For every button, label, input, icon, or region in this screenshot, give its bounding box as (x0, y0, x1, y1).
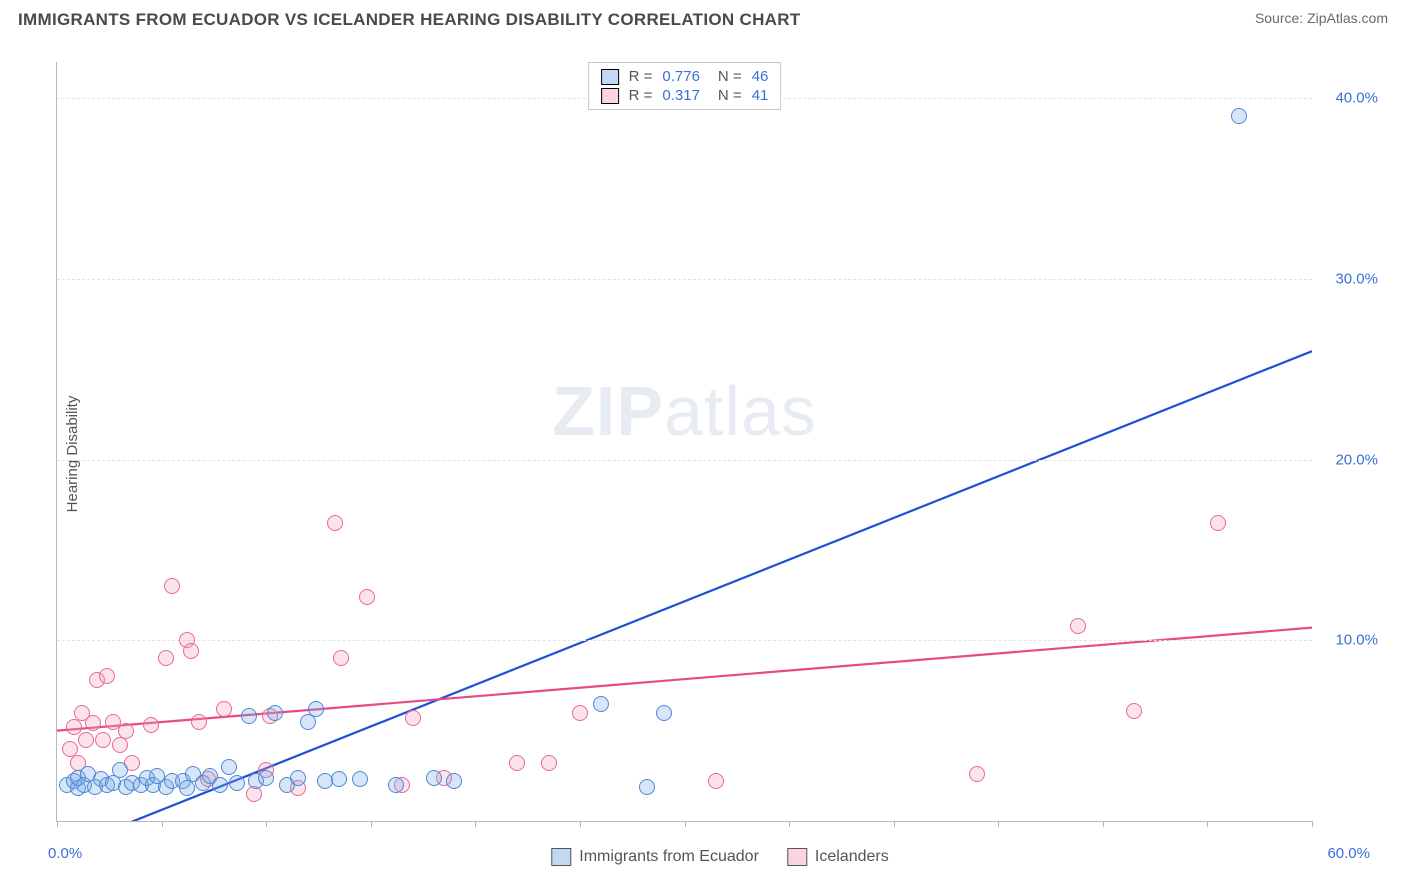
point-iceland (1126, 703, 1142, 719)
x-tick (1312, 821, 1313, 827)
point-iceland (62, 741, 78, 757)
point-ecuador (426, 770, 442, 786)
point-iceland (327, 515, 343, 531)
y-tick-label: 20.0% (1335, 451, 1378, 468)
point-ecuador (639, 779, 655, 795)
point-iceland (66, 719, 82, 735)
point-ecuador (388, 777, 404, 793)
point-iceland (572, 705, 588, 721)
point-iceland (78, 732, 94, 748)
point-ecuador (267, 705, 283, 721)
point-iceland (183, 643, 199, 659)
y-tick-label: 10.0% (1335, 632, 1378, 649)
point-ecuador (112, 762, 128, 778)
point-ecuador (229, 775, 245, 791)
plot-area: ZIPatlas R = 0.776 N = 46 R = 0.317 N = … (56, 62, 1312, 822)
chart-title: IMMIGRANTS FROM ECUADOR VS ICELANDER HEA… (18, 10, 801, 30)
point-iceland (708, 773, 724, 789)
point-ecuador (331, 771, 347, 787)
point-iceland (541, 755, 557, 771)
point-iceland (95, 732, 111, 748)
legend-row-ecuador: R = 0.776 N = 46 (601, 67, 769, 86)
x-tick (57, 821, 58, 827)
point-ecuador (308, 701, 324, 717)
x-tick (580, 821, 581, 827)
r-value-ecuador: 0.776 (662, 68, 700, 85)
y-tick-label: 30.0% (1335, 270, 1378, 287)
point-iceland (143, 717, 159, 733)
x-tick (1207, 821, 1208, 827)
point-iceland (99, 668, 115, 684)
gridline (57, 640, 1312, 641)
point-ecuador (290, 770, 306, 786)
x-tick (162, 821, 163, 827)
point-ecuador (221, 759, 237, 775)
x-tick (1103, 821, 1104, 827)
x-tick-60: 60.0% (1327, 845, 1370, 862)
gridline (57, 279, 1312, 280)
point-iceland (164, 578, 180, 594)
r-value-iceland: 0.317 (662, 87, 700, 104)
point-iceland (216, 701, 232, 717)
series-legend: Immigrants from Ecuador Icelanders (551, 848, 888, 866)
point-ecuador (1231, 108, 1247, 124)
trendlines-svg (57, 62, 1312, 821)
x-tick (998, 821, 999, 827)
point-ecuador (446, 773, 462, 789)
point-ecuador (258, 770, 274, 786)
point-iceland (191, 714, 207, 730)
n-value-ecuador: 46 (752, 68, 769, 85)
point-iceland (85, 715, 101, 731)
x-tick (685, 821, 686, 827)
point-ecuador (593, 696, 609, 712)
watermark: ZIPatlas (552, 371, 817, 451)
point-iceland (333, 650, 349, 666)
n-value-iceland: 41 (752, 87, 769, 104)
point-ecuador (212, 777, 228, 793)
x-tick (789, 821, 790, 827)
x-tick (894, 821, 895, 827)
swatch-pink-icon (601, 88, 619, 104)
correlation-legend: R = 0.776 N = 46 R = 0.317 N = 41 (588, 62, 782, 110)
point-iceland (509, 755, 525, 771)
x-tick (266, 821, 267, 827)
point-ecuador (352, 771, 368, 787)
x-tick (475, 821, 476, 827)
chart-container: Hearing Disability ZIPatlas R = 0.776 N … (50, 44, 1390, 864)
x-tick (371, 821, 372, 827)
point-ecuador (656, 705, 672, 721)
point-iceland (359, 589, 375, 605)
point-iceland (1070, 618, 1086, 634)
swatch-blue-icon (601, 69, 619, 85)
legend-row-iceland: R = 0.317 N = 41 (601, 86, 769, 105)
point-ecuador (317, 773, 333, 789)
y-tick-label: 40.0% (1335, 90, 1378, 107)
x-tick-0: 0.0% (48, 845, 82, 862)
point-iceland (158, 650, 174, 666)
legend-item-iceland: Icelanders (787, 848, 889, 866)
gridline (57, 460, 1312, 461)
point-iceland (969, 766, 985, 782)
point-iceland (118, 723, 134, 739)
point-iceland (112, 737, 128, 753)
point-iceland (1210, 515, 1226, 531)
source-label: Source: ZipAtlas.com (1255, 10, 1388, 26)
swatch-blue-icon (551, 848, 571, 866)
legend-item-ecuador: Immigrants from Ecuador (551, 848, 759, 866)
swatch-pink-icon (787, 848, 807, 866)
point-iceland (405, 710, 421, 726)
trendline-ecuador (88, 351, 1312, 821)
point-ecuador (179, 780, 195, 796)
point-ecuador (241, 708, 257, 724)
